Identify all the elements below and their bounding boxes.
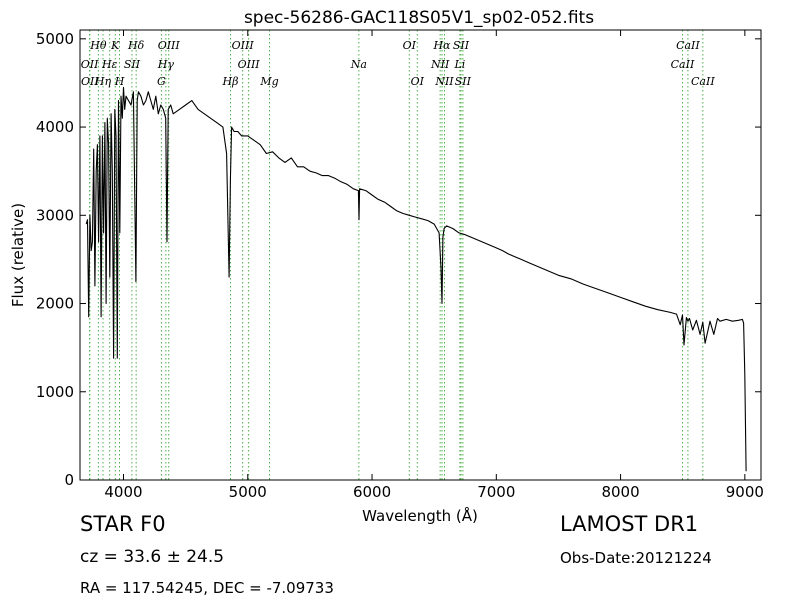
line-markers [89,30,704,480]
plot-frame [79,29,762,481]
line-marker-label-10: Hγ [157,58,175,71]
survey-name: LAMOST DR1 [560,512,699,536]
y-tick-label-3: 3000 [36,206,74,224]
line-marker-label-24: SII [455,75,472,88]
x-axis-ticks: 4000 5000 6000 7000 8000 9000 [104,30,764,501]
line-marker-label-26: CaII [671,58,695,71]
line-marker-label-27: CaII [691,75,715,88]
line-marker-label-15: Mg [259,75,278,88]
line-marker-labels: OII OII Hθ Hη Hε K SII H Hδ OIII Hγ G OIII OIII Hβ Mg Na… [81,39,716,88]
y-axis-label: Flux (relative) [9,203,27,307]
line-marker-label-2: Hθ [89,39,107,52]
line-marker-label-8: Hδ [127,39,145,52]
line-marker-label-21: NII [430,58,450,71]
y-tick-label-1: 1000 [36,383,74,401]
line-marker-label-3: Hη [94,75,112,88]
x-tick-label-3: 7000 [477,483,515,501]
chart-title: spec-56286-GAC118S05V1_sp02-052.fits [244,8,594,28]
x-tick-label-1: 5000 [229,483,267,501]
obs-date: Obs-Date:20121224 [560,549,712,567]
redshift-cz: cz = 33.6 ± 24.5 [80,547,225,567]
line-marker-label-25: CaII [676,39,700,52]
x-tick-label-0: 4000 [104,483,142,501]
line-marker-label-20: SII [453,39,470,52]
line-marker-label-16: Na [350,58,367,71]
x-axis-label: Wavelength (Å) [362,506,478,525]
coordinates-ra-dec: RA = 117.54245, DEC = -7.09733 [80,579,334,597]
line-marker-label-13: OIII [238,58,261,71]
line-marker-label-6: SII [124,58,141,71]
line-marker-label-22: NII [434,75,454,88]
line-marker-label-5: K [110,39,120,52]
line-marker-label-17: OI [403,39,417,52]
line-marker-label-7: H [114,75,125,88]
x-tick-label-4: 8000 [601,483,639,501]
y-axis-ticks: 0 1000 2000 3000 4000 5000 [36,30,761,489]
y-tick-label-2: 2000 [36,295,74,313]
spectrum-line [85,86,747,472]
object-class: STAR F0 [80,512,166,536]
line-marker-label-18: OI [411,75,425,88]
x-tick-label-2: 6000 [353,483,391,501]
line-marker-label-4: Hε [101,58,118,71]
line-marker-label-9: OIII [158,39,181,52]
line-marker-label-11: G [157,75,166,88]
line-marker-label-12: OIII [232,39,255,52]
x-tick-label-5: 9000 [726,483,764,501]
y-tick-label-5: 5000 [36,30,74,48]
line-marker-label-19: Hα [432,39,451,52]
y-tick-label-0: 0 [64,471,74,489]
y-tick-label-4: 4000 [36,118,74,136]
line-marker-label-14: Hβ [222,75,239,88]
line-marker-label-23: Li [453,58,465,71]
line-marker-label-1: OII [81,75,99,88]
line-marker-label-0: OII [81,58,99,71]
